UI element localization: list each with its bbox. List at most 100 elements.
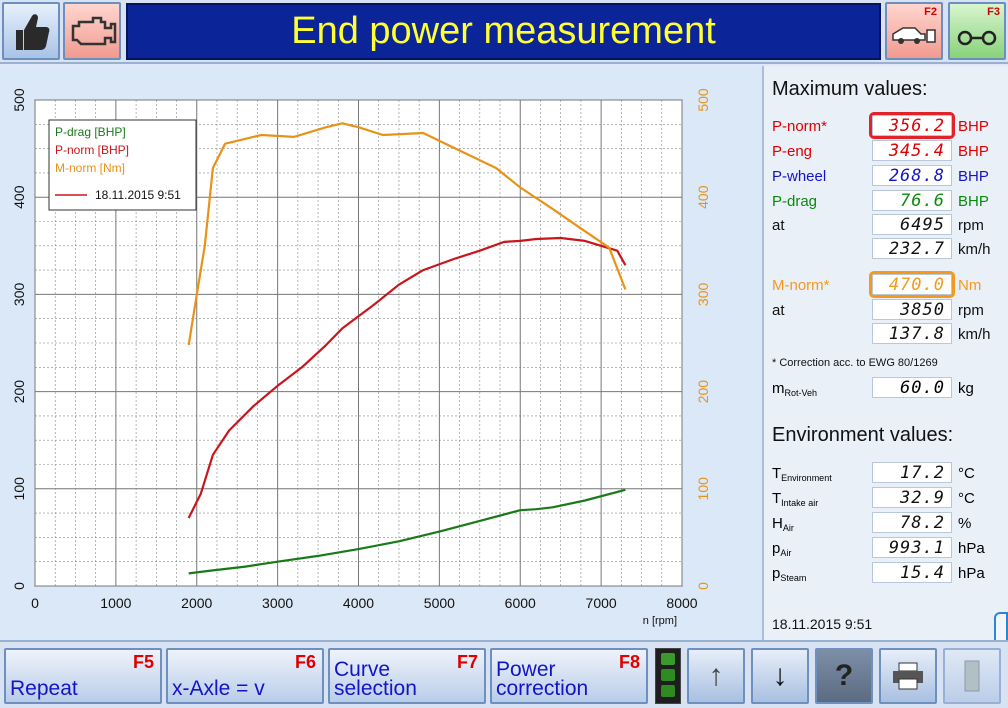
printer-icon <box>893 662 923 690</box>
chart-panel: 0 1000 2000 3000 4000 5000 6000 7000 8000 n [rpm]… <box>0 66 762 640</box>
power-label: Power correction <box>496 658 589 700</box>
curve-key: F7 <box>456 652 478 672</box>
max-value-label: at <box>772 302 785 319</box>
max-value-unit: BHP <box>958 143 989 160</box>
page-title-bar: End power measurement <box>126 3 881 60</box>
max-value-row: P-drag 76.6 BHP <box>772 190 1008 212</box>
x-tick-label: 3000 <box>262 595 293 611</box>
down-arrow-icon: ↓ <box>772 659 788 692</box>
thumbs-up-button[interactable] <box>2 2 60 60</box>
max-value-field: 6495 <box>872 214 952 235</box>
environment-label: HAir <box>772 515 794 533</box>
max-values-heading: Maximum values: <box>772 78 928 100</box>
environment-label: TEnvironment <box>772 465 832 483</box>
x-tick-label: 7000 <box>586 595 617 611</box>
question-mark-icon: ? <box>834 659 854 692</box>
environment-label: pAir <box>772 540 792 558</box>
print-button[interactable] <box>879 648 937 704</box>
environment-row: HAir 78.2% <box>772 512 1008 534</box>
values-panel: Maximum values: P-norm* 356.2 BHP P-eng 345.… <box>762 66 1008 640</box>
rollers-icon <box>957 30 997 46</box>
environment-unit: % <box>958 515 972 532</box>
car-dyno-icon <box>892 27 936 44</box>
f3-button[interactable]: F3 <box>948 2 1006 60</box>
environment-value: 15.4 <box>872 562 952 583</box>
environment-unit: hPa <box>958 565 985 582</box>
environment-value: 78.2 <box>872 512 952 533</box>
top-bar: End power measurement F2 F3 <box>0 0 1008 64</box>
max-value-field: 470.0 <box>869 271 955 298</box>
max-value-unit: km/h <box>958 241 991 258</box>
environment-value: 993.1 <box>872 537 952 558</box>
x-axle-key: F6 <box>294 652 316 672</box>
x-tick-label: 8000 <box>666 595 697 611</box>
max-value-field: 356.2 <box>869 112 955 139</box>
thumbs-up-icon <box>16 14 50 50</box>
legend-run-label: 18.11.2015 9:51 <box>95 188 181 202</box>
environment-row: pSteam 15.4 hPa <box>772 562 1008 584</box>
y-left-tick-label: 300 <box>11 283 27 307</box>
max-value-row: P-norm* 356.2 BHP <box>772 112 1008 139</box>
page-title: End power measurement <box>291 10 716 52</box>
max-value-row: P-wheel 268.8 BHP <box>772 165 1008 187</box>
y-right-tick-label: 400 <box>695 185 711 209</box>
m-norm-line <box>187 122 627 346</box>
y-left-tick-label: 400 <box>11 185 27 209</box>
x-axis-label: n [rpm] <box>643 615 677 627</box>
f2-button[interactable]: F2 <box>885 2 943 60</box>
x-tick-label: 1000 <box>100 595 131 611</box>
y-right-tick-label: 200 <box>695 380 711 404</box>
measurement-date: 18.11.2015 9:51 <box>772 616 873 632</box>
x-axle-button[interactable]: F6 x-Axle = v <box>166 648 324 704</box>
x-tick-label: 0 <box>31 595 39 611</box>
environment-value: 32.9 <box>872 487 952 508</box>
max-value-row: at 6495 rpm <box>772 214 1008 236</box>
y-right-tick-label: 0 <box>695 582 711 590</box>
power-correction-button[interactable]: F8 Power correction <box>490 648 648 704</box>
engine-button[interactable] <box>63 2 121 60</box>
repeat-label: Repeat <box>10 677 78 700</box>
engine-icon <box>71 16 117 46</box>
environment-row: TIntake air 32.9 °C <box>772 487 1008 509</box>
max-value-label: M-norm* <box>772 277 830 294</box>
help-button[interactable]: ? <box>815 648 873 704</box>
max-value-unit: BHP <box>958 168 989 185</box>
max-value-row: at 3850 rpm <box>772 299 1008 321</box>
curve-selection-button[interactable]: F7 Curve selection <box>328 648 486 704</box>
environment-heading: Environment values: <box>772 424 954 446</box>
max-value-label: P-norm* <box>772 118 828 135</box>
p-drag-line <box>188 488 626 575</box>
max-value-field: 268.8 <box>872 165 952 186</box>
p-norm-line <box>187 236 627 519</box>
max-value-field: 232.7 <box>872 238 952 259</box>
up-arrow-button[interactable]: ↑ <box>687 648 745 704</box>
mrot-row: mRot-Veh 60.0 kg <box>772 377 1008 399</box>
door-icon <box>964 660 980 692</box>
y-left-tick-label: 200 <box>11 380 27 404</box>
x-tick-label: 5000 <box>424 595 455 611</box>
x-tick-label: 6000 <box>505 595 536 611</box>
max-value-row: 232.7 km/h <box>772 238 1008 260</box>
y-left-tick-label: 100 <box>11 477 27 501</box>
y-right-tick-label: 100 <box>695 477 711 501</box>
environment-label: TIntake air <box>772 490 819 508</box>
max-value-unit: km/h <box>958 326 991 343</box>
max-value-field: 3850 <box>872 299 952 320</box>
repeat-button[interactable]: F5 Repeat <box>4 648 162 704</box>
max-value-label: P-eng <box>772 143 813 160</box>
exit-button[interactable] <box>943 648 1001 704</box>
x-tick-label: 2000 <box>181 595 212 611</box>
max-value-row: M-norm* 470.0 Nm <box>772 271 1008 298</box>
environment-value: 17.2 <box>872 462 952 483</box>
down-arrow-button[interactable]: ↓ <box>751 648 809 704</box>
legend-entry: P-drag [BHP] <box>55 125 126 139</box>
max-value-row: 137.8 km/h <box>772 323 1008 345</box>
max-value-label: P-wheel <box>772 168 827 185</box>
status-light <box>655 648 681 704</box>
y-right-tick-label: 500 <box>695 88 711 112</box>
max-value-unit: BHP <box>958 193 989 210</box>
max-value-unit: Nm <box>958 277 982 294</box>
max-value-unit: BHP <box>958 118 989 135</box>
f2-key-label: F2 <box>924 6 937 18</box>
